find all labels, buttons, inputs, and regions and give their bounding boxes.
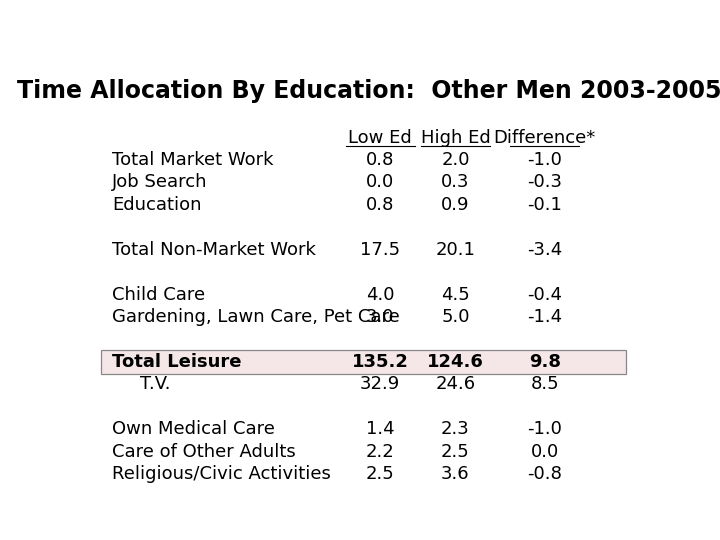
- Text: Education: Education: [112, 196, 202, 214]
- Text: 8.5: 8.5: [531, 375, 559, 394]
- Text: Care of Other Adults: Care of Other Adults: [112, 443, 296, 461]
- Text: -1.0: -1.0: [527, 420, 562, 438]
- Text: -0.1: -0.1: [527, 196, 562, 214]
- Text: 24.6: 24.6: [436, 375, 475, 394]
- Text: -1.4: -1.4: [527, 308, 562, 326]
- Text: -0.8: -0.8: [527, 465, 562, 483]
- Text: 0.8: 0.8: [366, 151, 395, 169]
- Text: 2.5: 2.5: [366, 465, 395, 483]
- Text: Job Search: Job Search: [112, 173, 208, 191]
- Text: 135.2: 135.2: [352, 353, 408, 371]
- Text: Total Market Work: Total Market Work: [112, 151, 274, 169]
- Text: -1.0: -1.0: [527, 151, 562, 169]
- Text: 3.6: 3.6: [441, 465, 470, 483]
- Text: 2.0: 2.0: [441, 151, 469, 169]
- Text: 2.5: 2.5: [441, 443, 470, 461]
- Text: Total Non-Market Work: Total Non-Market Work: [112, 241, 316, 259]
- Text: 0.3: 0.3: [441, 173, 469, 191]
- Text: T.V.: T.V.: [140, 375, 171, 394]
- Text: Child Care: Child Care: [112, 286, 205, 303]
- Text: 5.0: 5.0: [441, 308, 469, 326]
- Text: 20.1: 20.1: [436, 241, 475, 259]
- Text: 124.6: 124.6: [427, 353, 484, 371]
- Text: 4.0: 4.0: [366, 286, 395, 303]
- Bar: [101, 350, 626, 374]
- Text: 0.8: 0.8: [366, 196, 395, 214]
- Text: Time Allocation By Education:  Other Men 2003-2005: Time Allocation By Education: Other Men …: [17, 79, 720, 103]
- Text: -0.4: -0.4: [527, 286, 562, 303]
- Text: Low Ed: Low Ed: [348, 129, 412, 147]
- Text: -3.4: -3.4: [527, 241, 562, 259]
- Text: Total Leisure: Total Leisure: [112, 353, 242, 371]
- Text: Own Medical Care: Own Medical Care: [112, 420, 275, 438]
- Text: 1.4: 1.4: [366, 420, 395, 438]
- Text: 0.0: 0.0: [366, 173, 395, 191]
- Text: 4.5: 4.5: [441, 286, 470, 303]
- Text: Religious/Civic Activities: Religious/Civic Activities: [112, 465, 331, 483]
- Text: 9.8: 9.8: [528, 353, 561, 371]
- Text: 32.9: 32.9: [360, 375, 400, 394]
- Text: 3.0: 3.0: [366, 308, 395, 326]
- Text: High Ed: High Ed: [420, 129, 490, 147]
- Text: Gardening, Lawn Care, Pet Care: Gardening, Lawn Care, Pet Care: [112, 308, 400, 326]
- Text: 0.9: 0.9: [441, 196, 469, 214]
- Text: 2.2: 2.2: [366, 443, 395, 461]
- Text: 17.5: 17.5: [360, 241, 400, 259]
- Text: Difference*: Difference*: [494, 129, 596, 147]
- Text: 2.3: 2.3: [441, 420, 470, 438]
- Text: -0.3: -0.3: [527, 173, 562, 191]
- Text: 0.0: 0.0: [531, 443, 559, 461]
